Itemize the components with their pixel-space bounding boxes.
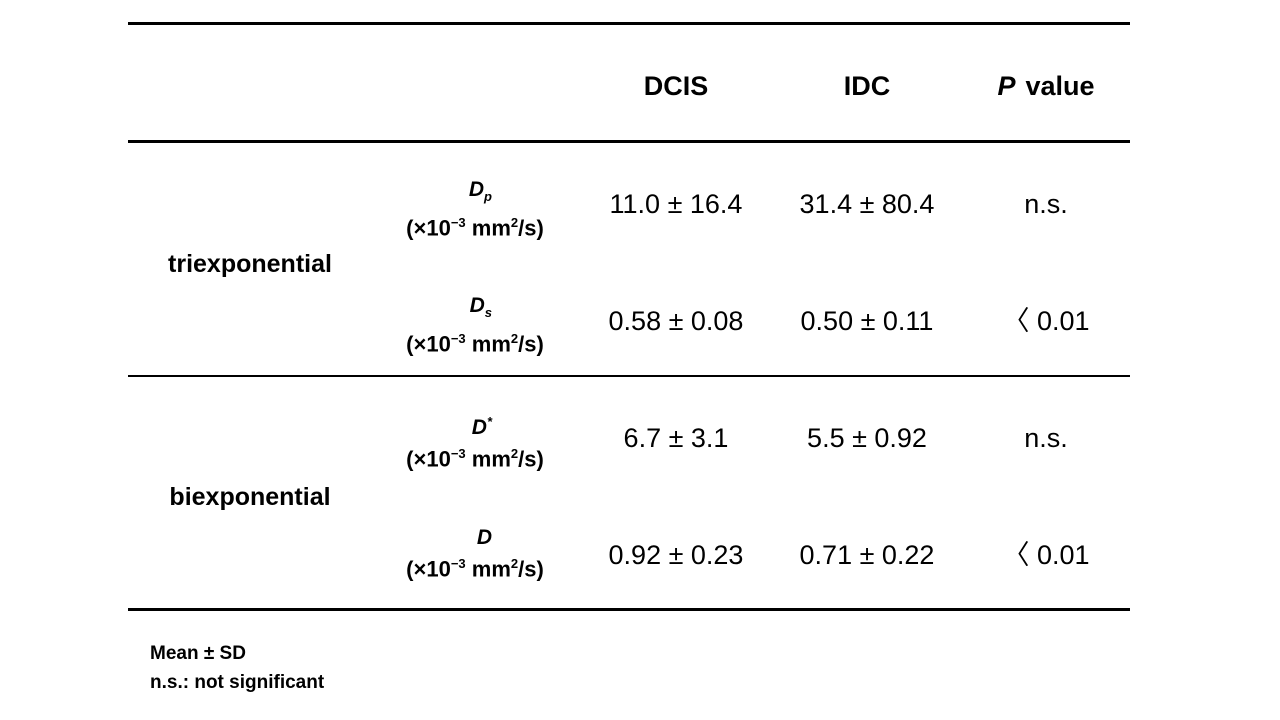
param-dp: Dp (×10−3 mm2/s) bbox=[370, 178, 580, 243]
param-unit: (×10−3 mm2/s) bbox=[406, 556, 544, 582]
header-dcis: DCIS bbox=[643, 71, 709, 101]
table-group-divider bbox=[128, 375, 1130, 377]
cell-idc-d-star: 5.5 ± 0.92 bbox=[807, 423, 927, 453]
cell-p-ds: 〈 0.01 bbox=[1002, 306, 1090, 336]
header-p-italic: P bbox=[997, 71, 1016, 101]
param-unit: (×10−3 mm2/s) bbox=[406, 215, 544, 241]
footnote-ns: n.s.: not significant bbox=[150, 672, 325, 693]
param-unit: (×10−3 mm2/s) bbox=[406, 446, 544, 472]
header-p-rest: value bbox=[1025, 71, 1095, 101]
group-label-biexponential: biexponential bbox=[169, 483, 331, 511]
param-unit: (×10−3 mm2/s) bbox=[406, 331, 544, 357]
param-symbol: Dp bbox=[468, 178, 492, 205]
table-top-rule bbox=[128, 22, 1130, 25]
cell-dcis-d: 0.92 ± 0.23 bbox=[608, 540, 744, 570]
cell-dcis-ds: 0.58 ± 0.08 bbox=[608, 306, 744, 336]
table-bottom-rule bbox=[128, 608, 1130, 611]
cell-p-dp: n.s. bbox=[1024, 189, 1068, 219]
param-d-star: D* (×10−3 mm2/s) bbox=[370, 410, 580, 473]
param-ds: Ds (×10−3 mm2/s) bbox=[370, 294, 580, 359]
cell-p-d: 〈 0.01 bbox=[1002, 540, 1090, 570]
header-idc: IDC bbox=[843, 71, 891, 101]
cell-p-d-star: n.s. bbox=[1024, 423, 1068, 453]
footnote-mean-sd: Mean ± SD bbox=[150, 643, 246, 664]
param-symbol: D bbox=[476, 526, 492, 549]
cell-idc-dp: 31.4 ± 80.4 bbox=[799, 189, 935, 219]
param-symbol: Ds bbox=[469, 294, 492, 321]
table-header-rule bbox=[128, 140, 1130, 143]
cell-dcis-d-star: 6.7 ± 3.1 bbox=[623, 423, 729, 453]
cell-idc-ds: 0.50 ± 0.11 bbox=[800, 306, 934, 336]
param-d: D (×10−3 mm2/s) bbox=[370, 526, 580, 583]
group-label-triexponential: triexponential bbox=[168, 250, 332, 278]
cell-dcis-dp: 11.0 ± 16.4 bbox=[609, 189, 743, 219]
param-symbol: D* bbox=[471, 414, 492, 439]
cell-idc-d: 0.71 ± 0.22 bbox=[799, 540, 935, 570]
